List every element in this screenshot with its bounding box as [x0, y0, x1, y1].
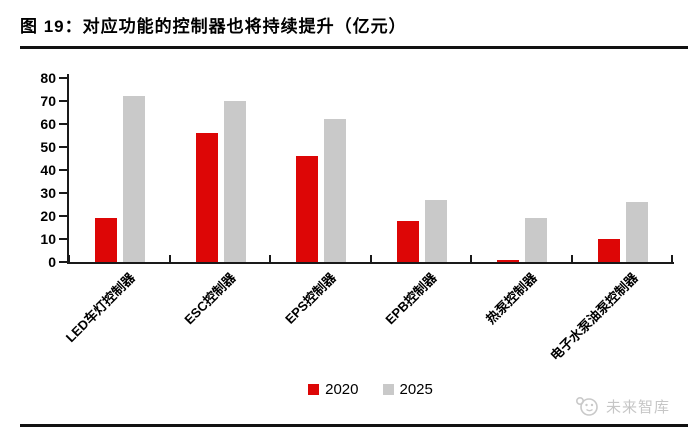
bar-2025-EPS控制器: [324, 119, 347, 262]
x-axis-tick-mark: [68, 255, 70, 262]
bar-2020-电子水泵油泵控制器: [597, 239, 620, 262]
y-axis-tick-mark: [59, 100, 68, 102]
mascot-face-icon: [575, 396, 598, 416]
bar-2025-电子水泵油泵控制器: [625, 202, 648, 262]
bar-2020-热泵控制器: [497, 259, 520, 262]
x-axis-tick-mark: [369, 255, 372, 262]
x-axis-tick-mark: [570, 255, 573, 262]
y-axis-tick-mark: [59, 146, 68, 148]
y-axis-tick-label: 20: [40, 208, 56, 224]
y-axis-tick-mark: [59, 169, 68, 171]
x-axis-label-anchor: ESC控制器: [66, 268, 238, 327]
x-axis-tick-mark: [671, 255, 673, 262]
y-axis-tick-mark: [59, 192, 68, 194]
legend-label-2025: 2025: [399, 380, 433, 398]
legend-swatch-2020: [308, 383, 320, 395]
x-axis-label-anchor: 电子水泵油泵控制器: [468, 268, 640, 363]
bar-2025-热泵控制器: [525, 218, 548, 262]
x-axis-tick-mark: [269, 255, 271, 262]
bar-2020-ESC控制器: [195, 133, 218, 262]
y-axis-tick-label: 40: [40, 162, 56, 178]
y-axis-tick-mark: [59, 123, 68, 125]
x-axis-label-anchor: EPS控制器: [166, 268, 339, 327]
legend-item-2020: 2020: [308, 380, 359, 398]
x-axis-label-anchor: EPB控制器: [267, 268, 439, 327]
y-axis-tick-label: 0: [48, 254, 56, 270]
legend-item-2025: 2025: [382, 380, 433, 398]
x-axis-tick-mark: [470, 255, 472, 262]
x-axis-tick-label: LED车灯控制器: [63, 270, 138, 346]
y-axis-tick-mark: [59, 215, 68, 217]
x-axis-label-anchor: LED车灯控制器: [0, 268, 138, 345]
y-axis-tick-label: 80: [40, 70, 56, 86]
bar-2025-LED车灯控制器: [123, 96, 146, 262]
x-axis-line: [67, 262, 674, 264]
x-axis-tick-label: EPS控制器: [282, 270, 339, 327]
page-bottom-line: [20, 424, 688, 427]
watermark-brand-text: 未来智库: [605, 398, 670, 416]
y-axis-tick-mark: [59, 261, 68, 263]
x-axis-tick-label: 电子水泵油泵控制器: [547, 270, 641, 364]
y-axis-tick-label: 30: [40, 185, 56, 201]
y-axis-tick-label: 70: [40, 93, 56, 109]
y-axis-tick-label: 50: [40, 139, 56, 155]
bar-2025-EPB控制器: [424, 199, 447, 262]
y-axis-tick-label: 60: [40, 116, 56, 132]
x-axis-tick-label: EPB控制器: [382, 270, 440, 328]
y-axis-tick-mark: [59, 238, 68, 240]
x-axis-tick-label: ESC控制器: [181, 270, 239, 328]
bar-2020-EPS控制器: [296, 156, 319, 262]
x-axis-label-anchor: 热泵控制器: [367, 268, 540, 327]
bar-2020-LED车灯控制器: [95, 218, 118, 262]
legend-label-2020: 2020: [325, 380, 359, 398]
y-axis-tick-mark: [59, 77, 68, 79]
bar-2025-ESC控制器: [223, 101, 246, 262]
title-divider-line: [20, 46, 688, 49]
y-axis-line: [67, 74, 69, 264]
watermark: 未来智库: [574, 395, 670, 417]
x-axis-tick-label: 热泵控制器: [483, 270, 540, 327]
chart-legend: 2020 2025: [69, 379, 672, 399]
chart-title: 图 19：对应功能的控制器也将持续提升（亿元）: [20, 17, 407, 36]
y-axis-tick-label: 10: [40, 231, 56, 247]
legend-swatch-2025: [382, 383, 394, 395]
x-axis-tick-mark: [168, 255, 171, 262]
bar-2020-EPB控制器: [396, 220, 419, 262]
